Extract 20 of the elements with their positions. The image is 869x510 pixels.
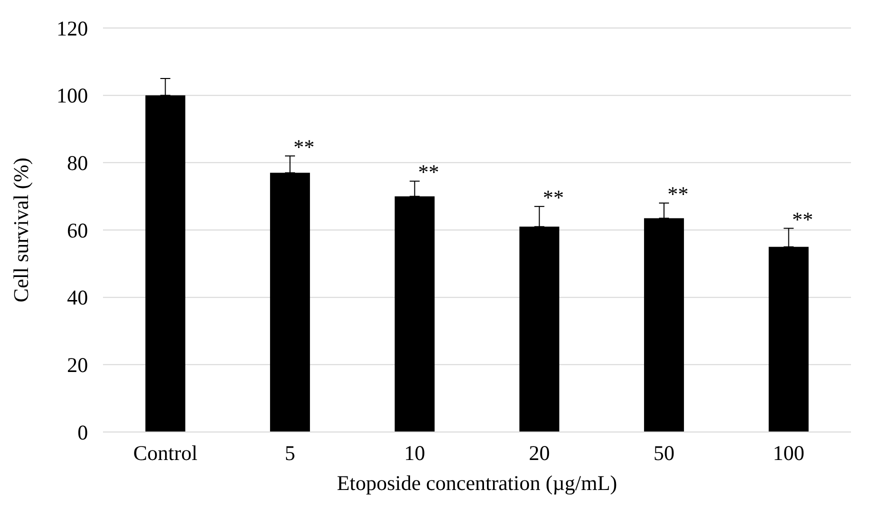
x-axis-title: Etoposide concentration (µg/mL) (336, 471, 618, 495)
x-tick-label: 10 (404, 441, 426, 465)
y-tick-label: 120 (56, 16, 88, 40)
annotation: ** (542, 185, 564, 210)
y-tick-label: 0 (78, 420, 88, 444)
y-tick-label: 40 (67, 286, 88, 310)
y-tick-label: 20 (67, 353, 88, 378)
annotation: ** (294, 134, 314, 159)
x-tick-label: 50 (654, 441, 674, 465)
x-tick-label: Control (133, 441, 198, 465)
y-axis-title: Cell survival (%) (9, 158, 33, 302)
x-tick-label: 20 (528, 441, 550, 465)
annotation: ** (668, 182, 688, 206)
annotation: ** (418, 160, 440, 184)
y-tick-label: 80 (67, 151, 88, 176)
y-tick-label: 60 (67, 218, 88, 242)
x-tick-label: 100 (772, 441, 804, 465)
x-tick-label: 5 (284, 441, 296, 465)
y-tick-label: 100 (56, 84, 88, 108)
annotation: ** (792, 207, 814, 232)
